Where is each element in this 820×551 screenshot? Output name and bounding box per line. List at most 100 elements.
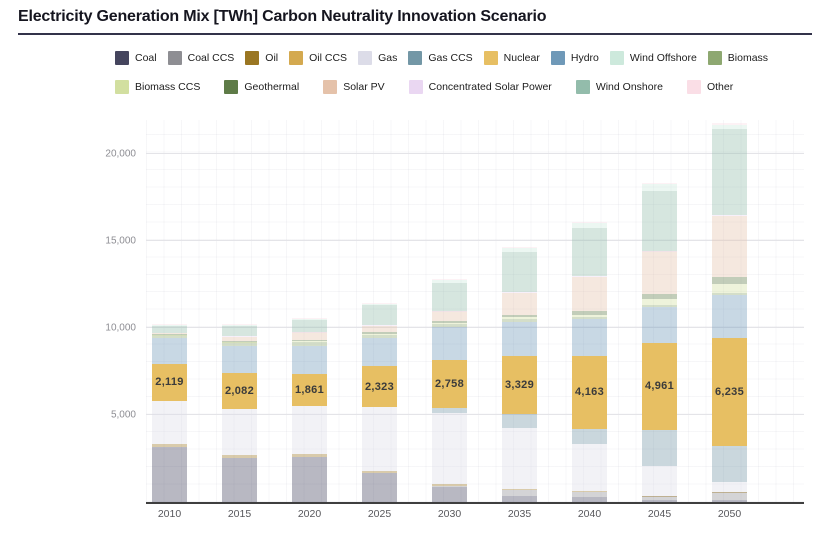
bar-segment-2040-gas-ccs[interactable] <box>572 428 607 445</box>
bar-segment-2040-coal-ccs[interactable] <box>572 491 607 497</box>
bar-segment-2015-geothermal[interactable] <box>222 340 257 342</box>
bar-segment-2050-biomass[interactable] <box>712 292 747 295</box>
legend-item-coal-ccs[interactable]: Coal CCS <box>167 51 234 65</box>
bar-segment-2045-hydro[interactable] <box>642 306 677 344</box>
bar-segment-2020-nuclear[interactable]: 1,861 <box>292 373 327 406</box>
bar-segment-2035-coal-ccs[interactable] <box>502 489 537 496</box>
bar-segment-2045-nuclear[interactable]: 4,961 <box>642 343 677 430</box>
bar-segment-2045-solar-pv[interactable] <box>642 251 677 295</box>
bar-segment-2010-solar-pv[interactable] <box>152 333 187 334</box>
bar-segment-2010-hydro[interactable] <box>152 338 187 364</box>
bar-segment-2040-wind-offshore[interactable] <box>572 222 607 228</box>
bar-segment-2040-wind-onshore[interactable] <box>572 227 607 276</box>
bar-segment-2030-biomass[interactable] <box>432 324 467 327</box>
bar-segment-2035-solar-pv[interactable] <box>502 292 537 315</box>
legend-item-concentrated-solar-power[interactable]: Concentrated Solar Power <box>408 80 552 94</box>
bar-column-2040[interactable]: 4,163 <box>572 221 607 502</box>
bar-segment-2010-biomass[interactable] <box>152 334 187 339</box>
bar-segment-2010-other[interactable] <box>152 324 187 326</box>
bar-segment-2035-concentrated-solar-power[interactable] <box>502 292 537 293</box>
bar-segment-2030-coal-ccs[interactable] <box>432 486 467 488</box>
bar-segment-2020-coal[interactable] <box>292 456 327 502</box>
bar-segment-2020-wind-offshore[interactable] <box>292 319 327 321</box>
bar-segment-2035-gas-ccs[interactable] <box>502 414 537 429</box>
bar-segment-2045-wind-offshore[interactable] <box>642 184 677 192</box>
bar-segment-2020-other[interactable] <box>292 318 327 320</box>
bar-segment-2025-biomass[interactable] <box>362 334 397 339</box>
legend-item-biomass-ccs[interactable]: Biomass CCS <box>115 80 200 94</box>
bar-segment-2015-oil[interactable] <box>222 454 257 458</box>
bar-segment-2015-solar-pv[interactable] <box>222 336 257 341</box>
bar-segment-2010-nuclear[interactable]: 2,119 <box>152 363 187 401</box>
bar-segment-2045-biomass-ccs[interactable] <box>642 298 677 305</box>
bar-segment-2025-coal[interactable] <box>362 473 397 502</box>
bar-column-2030[interactable]: 2,758 <box>432 279 467 502</box>
bar-segment-2020-gas[interactable] <box>292 406 327 454</box>
bar-segment-2035-hydro[interactable] <box>502 321 537 357</box>
bar-segment-2050-concentrated-solar-power[interactable] <box>712 214 747 217</box>
bar-segment-2050-gas-ccs[interactable] <box>712 446 747 483</box>
legend-item-nuclear[interactable]: Nuclear <box>483 51 540 65</box>
legend-item-gas[interactable]: Gas <box>358 51 397 65</box>
bar-segment-2045-concentrated-solar-power[interactable] <box>642 250 677 252</box>
legend-item-wind-onshore[interactable]: Wind Onshore <box>575 80 663 94</box>
bar-segment-2020-biomass[interactable] <box>292 341 327 346</box>
bar-segment-2010-coal[interactable] <box>152 447 187 502</box>
bar-segment-2020-wind-onshore[interactable] <box>292 320 327 333</box>
bar-segment-2040-geothermal[interactable] <box>572 311 607 315</box>
bar-segment-2040-other[interactable] <box>572 221 607 223</box>
bar-segment-2015-gas[interactable] <box>222 408 257 455</box>
bar-segment-2040-biomass-ccs[interactable] <box>572 314 607 318</box>
bar-segment-2035-wind-offshore[interactable] <box>502 248 537 253</box>
bar-segment-2030-gas-ccs[interactable] <box>432 407 467 413</box>
bar-segment-2010-wind-onshore[interactable] <box>152 325 187 334</box>
bar-segment-2040-oil[interactable] <box>572 491 607 492</box>
legend-item-hydro[interactable]: Hydro <box>550 51 599 65</box>
bar-segment-2020-geothermal[interactable] <box>292 339 327 341</box>
legend-item-oil[interactable]: Oil <box>245 51 278 65</box>
bar-column-2035[interactable]: 3,329 <box>502 246 537 502</box>
bar-segment-2015-hydro[interactable] <box>222 346 257 373</box>
bar-segment-2015-nuclear[interactable]: 2,082 <box>222 372 257 409</box>
bar-segment-2030-gas[interactable] <box>432 412 467 485</box>
bar-column-2015[interactable]: 2,082 <box>222 323 257 502</box>
bar-segment-2030-coal[interactable] <box>432 487 467 502</box>
bar-segment-2040-hydro[interactable] <box>572 319 607 357</box>
bar-segment-2045-coal-ccs[interactable] <box>642 495 677 500</box>
bar-segment-2045-gas[interactable] <box>642 466 677 496</box>
bar-segment-2025-biomass-ccs[interactable] <box>362 333 397 335</box>
bar-segment-2030-hydro[interactable] <box>432 326 467 360</box>
bar-segment-2010-geothermal[interactable] <box>152 333 187 335</box>
legend-item-oil-ccs[interactable]: Oil CCS <box>289 51 347 65</box>
legend-item-solar-pv[interactable]: Solar PV <box>323 80 385 94</box>
bar-column-2020[interactable]: 1,861 <box>292 318 327 502</box>
bar-segment-2025-hydro[interactable] <box>362 338 397 367</box>
bar-segment-2030-solar-pv[interactable] <box>432 310 467 322</box>
bar-segment-2040-biomass[interactable] <box>572 317 607 320</box>
legend-item-coal[interactable]: Coal <box>115 51 157 65</box>
legend-item-biomass[interactable]: Biomass <box>707 51 768 65</box>
legend-item-geothermal[interactable]: Geothermal <box>224 80 299 94</box>
bar-segment-2015-biomass[interactable] <box>222 342 257 347</box>
bar-column-2050[interactable]: 6,235 <box>712 123 747 502</box>
bar-segment-2020-biomass-ccs[interactable] <box>292 340 327 342</box>
bar-segment-2045-biomass[interactable] <box>642 304 677 307</box>
bar-segment-2040-coal[interactable] <box>572 496 607 502</box>
bar-segment-2035-oil[interactable] <box>502 488 537 490</box>
bar-segment-2030-oil[interactable] <box>432 484 467 487</box>
bar-segment-2050-wind-onshore[interactable] <box>712 128 747 215</box>
bar-segment-2020-solar-pv[interactable] <box>292 332 327 340</box>
legend-item-wind-offshore[interactable]: Wind Offshore <box>609 51 697 65</box>
bar-segment-2020-oil[interactable] <box>292 454 327 457</box>
bar-segment-2025-wind-offshore[interactable] <box>362 303 397 306</box>
bar-segment-2030-wind-onshore[interactable] <box>432 282 467 311</box>
bar-segment-2015-coal[interactable] <box>222 458 257 502</box>
bar-column-2010[interactable]: 2,119 <box>152 324 187 502</box>
bar-segment-2025-geothermal[interactable] <box>362 332 397 334</box>
bar-segment-2015-other[interactable] <box>222 323 257 325</box>
bar-segment-2050-coal-ccs[interactable] <box>712 492 747 501</box>
bar-segment-2050-solar-pv[interactable] <box>712 216 747 277</box>
bar-segment-2035-geothermal[interactable] <box>502 314 537 318</box>
bar-segment-2025-wind-onshore[interactable] <box>362 305 397 326</box>
bar-segment-2025-oil[interactable] <box>362 471 397 474</box>
